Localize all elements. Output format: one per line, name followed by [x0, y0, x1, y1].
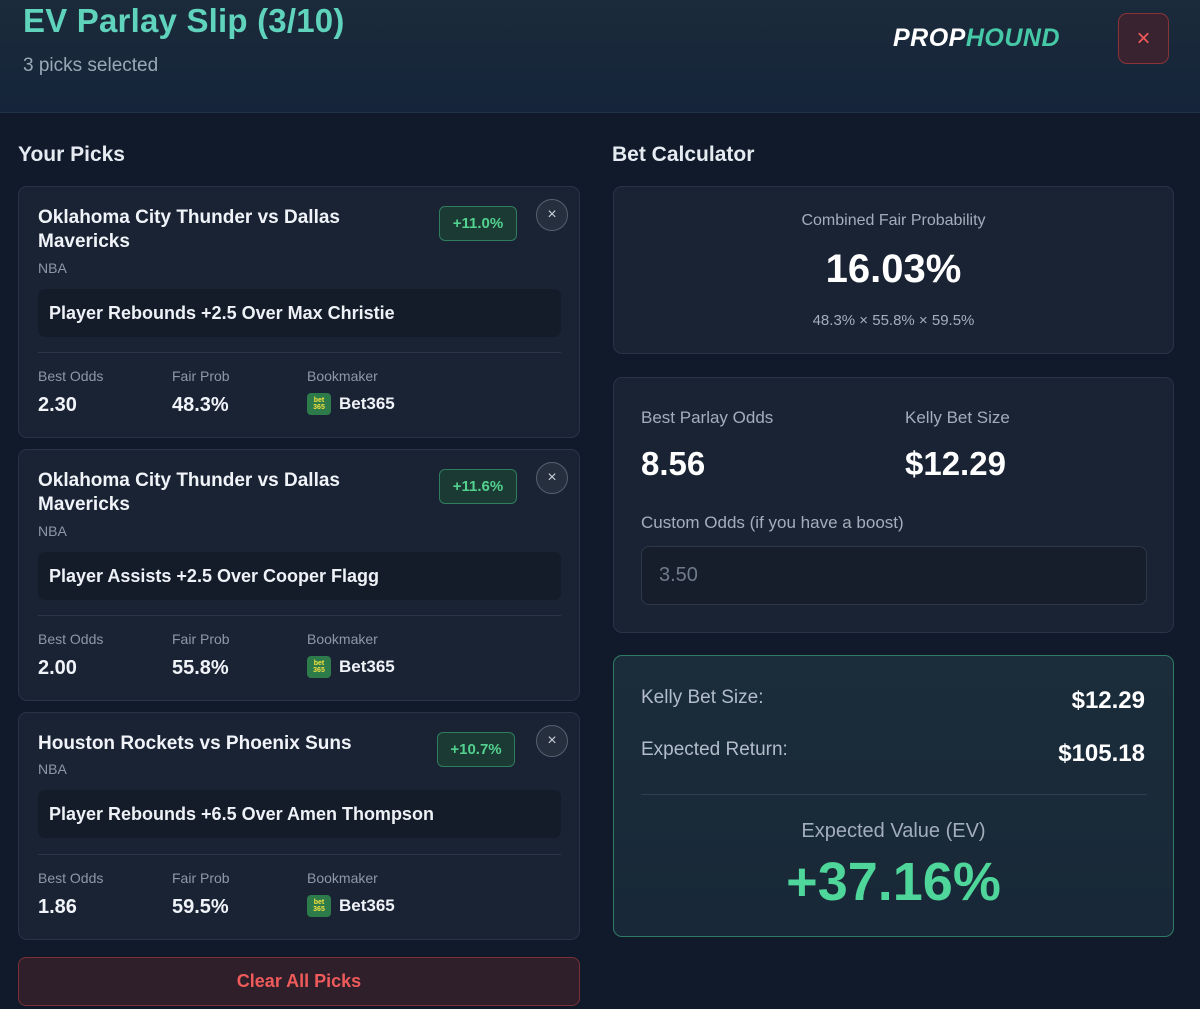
ev-badge: +11.0% — [439, 206, 517, 241]
pick-league: NBA — [38, 761, 67, 777]
combined-probability-card: Combined Fair Probability 16.03% 48.3% ×… — [613, 186, 1174, 354]
results-card: Kelly Bet Size: $12.29 Expected Return: … — [613, 655, 1174, 937]
picks-count: 3 picks selected — [23, 55, 159, 76]
bet-calculator-title: Bet Calculator — [612, 143, 755, 166]
pick-card: Houston Rockets vs Phoenix Suns NBA +10.… — [18, 712, 580, 940]
bookmaker-label: Bookmaker — [307, 631, 378, 647]
divider — [38, 352, 561, 353]
divider — [38, 854, 561, 855]
fair-prob-label: Fair Prob — [172, 631, 230, 647]
ev-badge: +10.7% — [437, 732, 515, 767]
best-odds-label: Best Odds — [38, 870, 104, 886]
pick-card: Oklahoma City Thunder vs Dallas Maverick… — [18, 449, 580, 701]
expected-return-value: $105.18 — [1058, 740, 1145, 767]
combined-probability-label: Combined Fair Probability — [801, 212, 986, 229]
combined-probability-value: 16.03% — [825, 247, 962, 291]
kelly-result-label: Kelly Bet Size: — [641, 687, 764, 708]
close-icon: × — [547, 206, 557, 223]
pick-market: Player Rebounds +6.5 Over Amen Thompson — [38, 790, 561, 838]
page-title: EV Parlay Slip (3/10) — [23, 2, 345, 39]
combined-probability-formula: 48.3% × 55.8% × 59.5% — [812, 312, 975, 329]
best-odds-value: 2.30 — [38, 394, 77, 416]
pick-match: Oklahoma City Thunder vs Dallas Maverick… — [38, 207, 340, 252]
kelly-bet-size-value: $12.29 — [905, 445, 1006, 482]
bookmaker-label: Bookmaker — [307, 368, 378, 384]
prophound-logo: PROPHOUND — [893, 24, 1061, 52]
best-odds-value: 1.86 — [38, 896, 77, 918]
remove-pick-button[interactable]: × — [536, 725, 568, 757]
best-odds-value: 2.00 — [38, 657, 77, 679]
pick-card: Oklahoma City Thunder vs Dallas Maverick… — [18, 186, 580, 438]
close-icon: × — [547, 732, 557, 749]
divider — [641, 794, 1147, 795]
pick-match: Oklahoma City Thunder vs Dallas Maverick… — [38, 470, 340, 515]
bet365-logo-icon: bet 365 — [307, 656, 331, 678]
fair-prob-label: Fair Prob — [172, 368, 230, 384]
expected-value: +37.16% — [786, 852, 1001, 912]
parlay-odds-label: Best Parlay Odds — [641, 408, 774, 427]
remove-pick-button[interactable]: × — [536, 199, 568, 231]
kelly-result-value: $12.29 — [1071, 687, 1145, 714]
bookmaker-name: Bet365 — [339, 896, 395, 915]
your-picks-title: Your Picks — [18, 143, 125, 166]
remove-pick-button[interactable]: × — [536, 462, 568, 494]
pick-league: NBA — [38, 523, 67, 539]
expected-return-label: Expected Return: — [641, 739, 788, 760]
expected-value-label: Expected Value (EV) — [801, 820, 986, 842]
custom-odds-input[interactable] — [641, 546, 1147, 605]
fair-prob-label: Fair Prob — [172, 870, 230, 886]
bookmaker-label: Bookmaker — [307, 870, 378, 886]
pick-league: NBA — [38, 260, 67, 276]
ev-badge: +11.6% — [439, 469, 517, 504]
clear-all-picks-button[interactable]: Clear All Picks — [18, 957, 580, 1006]
divider — [38, 615, 561, 616]
custom-odds-label: Custom Odds (if you have a boost) — [641, 513, 904, 532]
close-icon: × — [1136, 24, 1151, 52]
fair-prob-value: 48.3% — [172, 394, 229, 416]
odds-card: Best Parlay Odds 8.56 Kelly Bet Size $12… — [613, 377, 1174, 633]
fair-prob-value: 59.5% — [172, 896, 229, 918]
close-button[interactable]: × — [1118, 13, 1169, 64]
fair-prob-value: 55.8% — [172, 657, 229, 679]
kelly-bet-size-label: Kelly Bet Size — [905, 408, 1010, 427]
pick-market: Player Rebounds +2.5 Over Max Christie — [38, 289, 561, 337]
bookmaker-name: Bet365 — [339, 394, 395, 413]
close-icon: × — [547, 469, 557, 486]
header: EV Parlay Slip (3/10) 3 picks selected P… — [0, 0, 1200, 113]
pick-market: Player Assists +2.5 Over Cooper Flagg — [38, 552, 561, 600]
bet365-logo-icon: bet 365 — [307, 393, 331, 415]
bookmaker-name: Bet365 — [339, 657, 395, 676]
pick-match: Houston Rockets vs Phoenix Suns — [38, 733, 352, 754]
best-odds-label: Best Odds — [38, 368, 104, 384]
parlay-odds-value: 8.56 — [641, 445, 706, 482]
best-odds-label: Best Odds — [38, 631, 104, 647]
bet365-logo-icon: bet 365 — [307, 895, 331, 917]
